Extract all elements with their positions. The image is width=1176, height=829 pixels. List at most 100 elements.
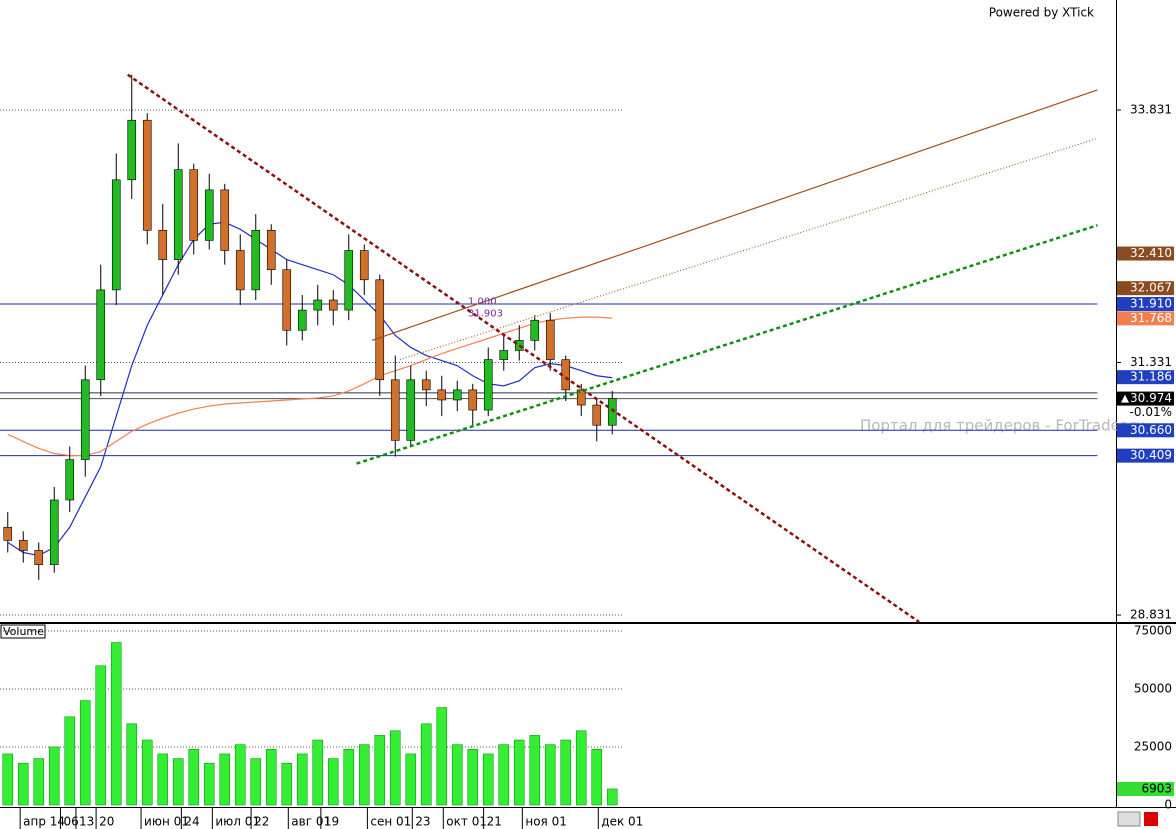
candle-body: [359, 250, 369, 281]
volume-bar: [560, 739, 572, 806]
price-tag-label: 31.768: [1130, 311, 1172, 325]
volume-bar: [141, 739, 153, 806]
candle-body: [96, 289, 106, 381]
x-tick-label: 20: [99, 815, 114, 829]
volume-tick-label: 0: [1164, 798, 1172, 812]
volume-bar: [358, 744, 370, 806]
price-tag-label: 32.410: [1130, 246, 1172, 260]
x-tick-label: июн 01: [144, 815, 189, 829]
candle-body: [80, 379, 90, 460]
volume-tag-label: 6903: [1141, 781, 1172, 795]
y-tick-label: 33.831: [1130, 102, 1172, 116]
candle-body: [111, 179, 121, 291]
candle-body: [483, 359, 493, 411]
candle-body: [530, 319, 540, 341]
watermark: Портал для трейдеров - ForTrader.ru: [860, 417, 1145, 435]
volume-bar: [48, 746, 60, 806]
volume-bar: [172, 758, 184, 806]
price-tag: [1117, 391, 1174, 406]
candle-body: [297, 309, 307, 331]
x-tick-label: июл 01: [215, 815, 260, 829]
volume-bar: [95, 665, 107, 806]
last-price-marker: [1121, 394, 1129, 403]
volume-bar: [2, 753, 14, 806]
candle-body: [251, 229, 261, 291]
level-ratio: 1.000: [468, 297, 497, 308]
y-tick-label: 31.331: [1130, 355, 1172, 369]
link-button[interactable]: [1117, 811, 1141, 827]
moving-average: [7, 316, 613, 457]
candle-body: [65, 459, 75, 501]
candle-body: [142, 119, 152, 231]
volume-bar: [281, 762, 293, 806]
trendline: [399, 137, 1098, 361]
exit-button[interactable]: [1144, 812, 1158, 826]
change-label: -0.01%: [1130, 405, 1172, 419]
volume-bar: [343, 749, 355, 806]
volume-bar: [389, 730, 401, 806]
volume-bar: [17, 762, 29, 806]
candle-body: [406, 379, 416, 441]
price-tag-label: 31.186: [1130, 370, 1172, 384]
volume-bar: [126, 723, 138, 806]
volume-tick-label: 50000: [1134, 681, 1172, 695]
toolbar-icons[interactable]: [1117, 811, 1158, 827]
price-tag: [1117, 246, 1174, 261]
candle-body: [158, 229, 168, 260]
candle-body: [437, 389, 447, 401]
volume-bar: [451, 744, 463, 806]
volume-bar: [64, 716, 76, 806]
x-tick-label: сен 01: [370, 815, 411, 829]
candle-body: [127, 119, 137, 181]
candle-body: [344, 250, 354, 311]
price-tag: [1117, 448, 1174, 463]
volume-bar: [157, 753, 169, 806]
candle-body: [3, 526, 13, 541]
candle-body: [18, 540, 28, 551]
volume-bar: [606, 788, 618, 806]
candle-body: [328, 299, 338, 311]
level-price: 31.903: [468, 309, 503, 320]
candle-body: [49, 499, 59, 565]
volume-bar: [498, 744, 510, 806]
candle-body: [313, 299, 323, 311]
volume-tick-label: 25000: [1134, 739, 1172, 753]
x-tick-label: дек 01: [601, 815, 643, 829]
price-tag: [1117, 311, 1174, 326]
volume-bar: [405, 753, 417, 806]
candle-body: [390, 379, 400, 441]
price-tag: [1117, 370, 1174, 385]
candle-body: [468, 389, 478, 411]
x-tick-label: ноя 01: [525, 815, 567, 829]
volume-bar: [203, 762, 215, 806]
candle-body: [514, 340, 524, 351]
candle-body: [266, 229, 276, 270]
volume-bar: [420, 723, 432, 806]
x-tick-label: 22: [254, 815, 269, 829]
trendline: [356, 224, 1098, 465]
price-tag: [1117, 297, 1174, 312]
volume-bar: [436, 707, 448, 806]
plot-area: 28.831 31.331 33.831 0 25000 50000 75000 апр 14…: [0, 73, 1174, 829]
volume-bar: [110, 642, 122, 806]
candle-body: [499, 350, 509, 360]
candle-body: [189, 169, 199, 241]
volume-bar: [327, 758, 339, 806]
volume-bar: [467, 749, 479, 806]
volume-bar: [544, 744, 556, 806]
volume-bar: [219, 753, 231, 806]
volume-bar: [79, 700, 91, 806]
volume-bar: [250, 758, 262, 806]
candle-body: [204, 189, 214, 241]
volume-bar: [296, 753, 308, 806]
volume-bar: [265, 749, 277, 806]
volume-bar: [513, 739, 525, 806]
price-tag-label: 30.974: [1130, 391, 1172, 405]
volume-bar: [374, 735, 386, 806]
moving-average: [7, 221, 613, 557]
volume-tag: [1117, 781, 1174, 796]
trendline: [127, 73, 920, 624]
volume-title-box: [0, 624, 46, 639]
